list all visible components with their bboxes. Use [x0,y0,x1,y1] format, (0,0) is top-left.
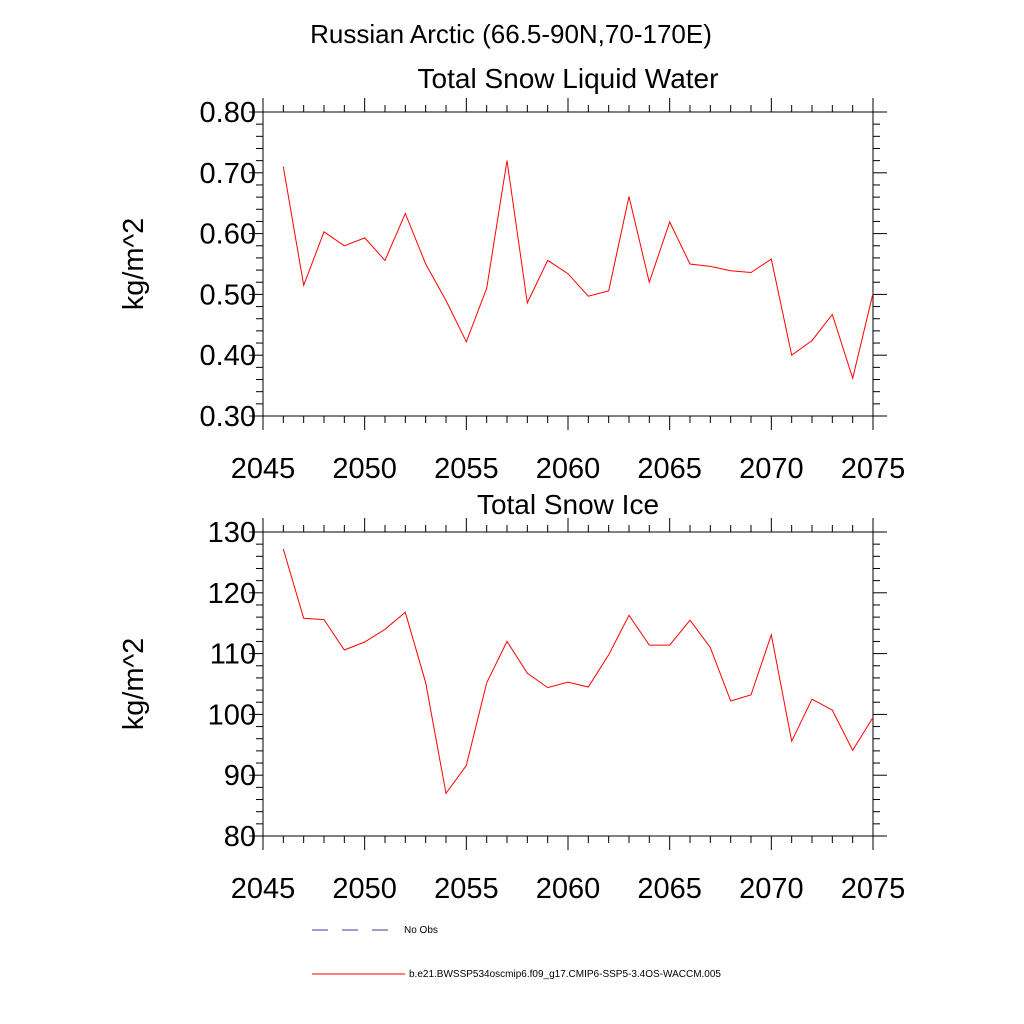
y-tick-label: 0.50 [200,279,256,311]
x-tick-label: 2065 [637,453,702,485]
plot-frame [262,111,874,417]
y-tick-label: 0.80 [200,97,256,129]
x-tick-label: 2050 [332,453,397,485]
x-tick-label: 2045 [231,873,296,905]
x-tick-label: 2045 [231,453,296,485]
figure-title: Russian Arctic (66.5-90N,70-170E) [310,19,712,49]
y-tick-label: 0.70 [200,158,256,190]
y-axis-label: kg/m^2 [118,218,150,311]
x-tick-label: 2060 [536,453,601,485]
series-line [282,548,874,795]
y-tick-label: 0.30 [200,401,256,433]
y-axis-label: kg/m^2 [118,638,150,731]
legend-model-label: b.e21.BWSSP534oscmip6.f09_g17.CMIP6-SSP5… [409,969,721,980]
y-tick-label: 0.60 [200,219,256,251]
legend-obs-label: No Obs [404,925,438,936]
y-tick-label: 120 [208,578,256,610]
plot-frame [262,531,874,837]
x-tick-label: 2075 [841,873,906,905]
x-tick-label: 2065 [637,873,702,905]
x-tick-label: 2075 [841,453,906,485]
y-tick-label: 80 [224,821,256,853]
x-tick-label: 2070 [739,873,804,905]
x-tick-label: 2055 [434,453,499,485]
x-tick-label: 2050 [332,873,397,905]
y-tick-label: 90 [224,760,256,792]
y-tick-label: 130 [208,517,256,549]
x-tick-label: 2060 [536,873,601,905]
x-tick-label: 2055 [434,873,499,905]
legend: No Obs b.e21.BWSSP534oscmip6.f09_g17.CMI… [312,925,721,980]
x-tick-label: 2070 [739,453,804,485]
y-tick-label: 110 [210,639,256,671]
snow-ice-panel: Total Snow Ice kg/m^2 2045 2050 2055 2060 2065… [118,489,905,905]
snow-liquid-water-panel: Total Snow Liquid Water kg/m^2 2045 2050 205… [118,63,905,485]
chart-title: Total Snow Liquid Water [418,63,719,94]
y-tick-label: 100 [208,699,256,731]
y-tick-label: 0.40 [200,340,256,372]
chart-title: Total Snow Ice [477,489,659,520]
series-line [282,160,874,381]
